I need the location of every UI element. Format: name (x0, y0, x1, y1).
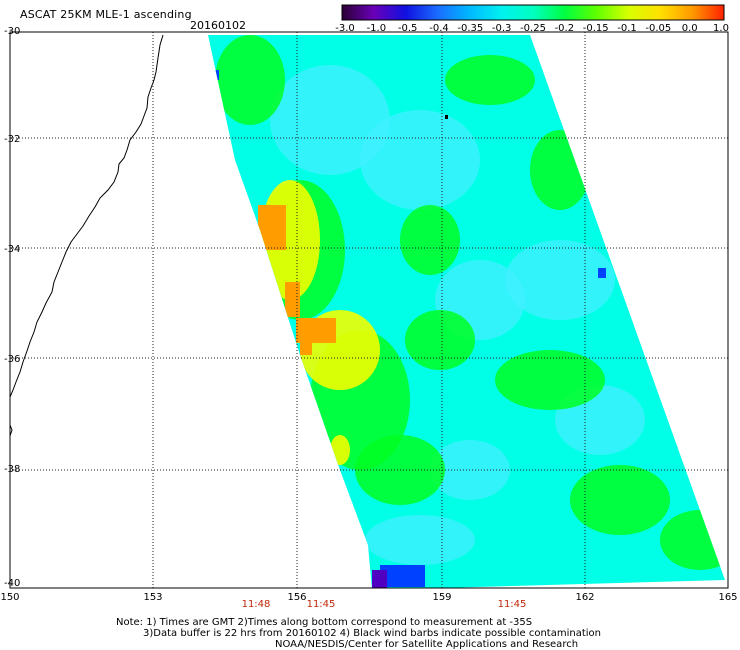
lon-label-159: 159 (432, 592, 452, 603)
lon-label-150: 150 (0, 592, 20, 603)
lat-label-36: -36 (4, 354, 21, 365)
swath-patch (300, 340, 312, 355)
swath-patch (270, 65, 390, 175)
lat-label-32: -32 (4, 134, 21, 145)
swath-patch (212, 70, 219, 80)
map-frame (9, 31, 729, 589)
coastline (10, 34, 164, 398)
colorbar-label: -0.15 (582, 23, 609, 34)
swath-patch (372, 570, 387, 588)
product-date: 20160102 (190, 19, 246, 32)
map-area (10, 32, 728, 588)
colorbar-label: 0.0 (681, 23, 698, 34)
colorbar-label: -0.25 (520, 23, 546, 34)
time-label-3: 11:45 (497, 599, 527, 610)
product-title: ASCAT 25KM MLE-1 ascending (20, 8, 192, 21)
colorbar-gradient (341, 4, 725, 21)
swath-patch (400, 205, 460, 275)
colorbar-label: -0.2 (554, 23, 575, 34)
swath-patch (405, 310, 475, 370)
lon-label-156: 156 (287, 592, 307, 603)
time-label-2: 11:45 (306, 599, 336, 610)
colorbar-label: -0.05 (645, 23, 672, 34)
colorbar-label: -3.0 (335, 23, 355, 34)
swath-patch (330, 435, 350, 465)
swath-patch (258, 205, 286, 250)
time-label-1: 11:48 (241, 599, 271, 610)
lat-label-34: -34 (4, 244, 21, 255)
lon-label-162: 162 (575, 592, 595, 603)
swath-patch (380, 565, 425, 587)
swath-patch (598, 268, 606, 278)
lon-label-165: 165 (718, 592, 738, 603)
colorbar-label: -0.1 (617, 23, 637, 34)
lat-label-40: -40 (4, 578, 21, 589)
swath-patch (495, 350, 605, 410)
swath-patch (296, 318, 336, 343)
lat-label-38: -38 (4, 464, 21, 475)
swath-patch (530, 130, 590, 210)
colorbar-label: -0.3 (491, 23, 512, 34)
swath-patch (360, 110, 480, 210)
lon-label-153: 153 (143, 592, 163, 603)
lat-label-30: -30 (4, 26, 21, 37)
swath-patch (285, 282, 300, 317)
colorbar-label: -0.5 (397, 23, 418, 34)
note-line-1: Note: 1) Times are GMT 2)Times along bot… (116, 617, 533, 628)
scatterometer-swath (208, 35, 725, 588)
note-line-3: NOAA/NESDIS/Center for Satellite Applica… (275, 639, 579, 650)
swath-patch (445, 55, 535, 105)
swath-patch (505, 240, 615, 320)
colorbar-label: -1.0 (366, 23, 387, 34)
colorbar-label: -0.35 (457, 23, 484, 34)
colorbar-label: 1.0 (713, 23, 729, 34)
swath-patch (215, 35, 285, 125)
note-line-2: 3)Data buffer is 22 hrs from 20160102 4)… (143, 628, 601, 639)
swath-patch (570, 465, 670, 535)
colorbar-label: -0.4 (429, 23, 449, 34)
swath-patch (365, 515, 475, 565)
wind-barb-marker (445, 115, 448, 119)
colorbar (341, 4, 725, 21)
